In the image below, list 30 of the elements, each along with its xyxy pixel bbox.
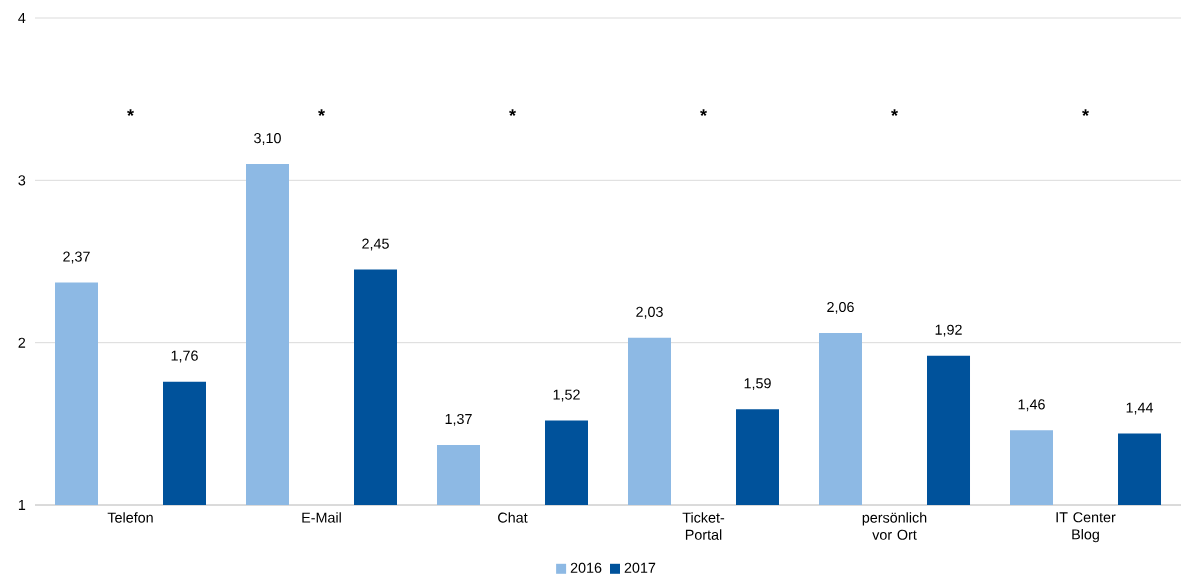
- data-label: 2,45: [362, 238, 389, 251]
- data-label: 2,03: [636, 306, 663, 319]
- x-tick-label: E-Mail: [302, 512, 341, 523]
- legend-label: 2017: [624, 562, 656, 573]
- annotation: *: [700, 109, 707, 116]
- data-label: 1,92: [935, 324, 962, 337]
- data-label: 1,52: [553, 389, 580, 402]
- y-tick-label: 1: [18, 500, 26, 510]
- data-label: 1,76: [171, 350, 198, 363]
- x-tick-label: IT Center Blog: [1056, 512, 1116, 543]
- y-tick-label: 2: [18, 337, 26, 348]
- x-tick-label: persönlich vor Ort: [862, 512, 927, 540]
- data-label: 2,06: [827, 301, 854, 314]
- data-label: 1,46: [1018, 399, 1045, 412]
- data-label: 1,37: [445, 413, 472, 426]
- x-tick-label: Chat: [498, 512, 528, 523]
- x-tick-label: Ticket-Portal: [682, 512, 725, 540]
- y-tick-label: 3: [18, 175, 26, 186]
- annotation: *: [127, 109, 134, 116]
- x-tick-label: Telefon: [107, 512, 153, 523]
- y-tick-label: 4: [18, 13, 26, 23]
- data-label: 1,59: [744, 378, 771, 391]
- annotation: *: [1082, 109, 1089, 116]
- legend-label: 2016: [570, 562, 602, 573]
- annotation: *: [318, 109, 325, 116]
- data-label: 1,44: [1126, 402, 1154, 415]
- data-label: 3,10: [254, 133, 281, 145]
- annotation: *: [509, 109, 516, 116]
- data-label: 2,37: [63, 251, 90, 264]
- annotation: *: [891, 109, 898, 116]
